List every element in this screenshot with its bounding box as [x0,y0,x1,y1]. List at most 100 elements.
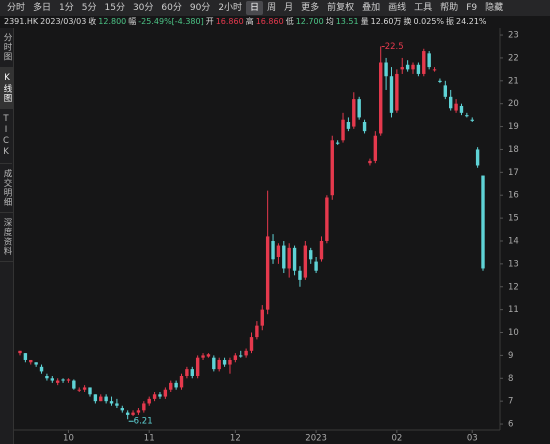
toolbar-button[interactable]: 1分 [59,3,74,13]
quote-turnover-label: 换 [403,17,412,26]
candle-body [34,362,38,365]
toolbar-button[interactable]: 60分 [161,3,182,13]
candle-body [244,350,248,356]
toolbar-button[interactable]: 叠加 [362,3,381,13]
y-tick-label: 14 [508,236,519,246]
candle-body [72,380,76,389]
candle-body [125,412,130,415]
candle-body [265,236,270,310]
candle-body [174,382,178,388]
candle-body [303,245,308,278]
candle-body [368,160,372,164]
sidebar: 分时图 K线图 TICK 成交明细 深度资料 [0,28,14,444]
quote-close-label: 收 [88,17,97,26]
candle-body [352,99,356,127]
y-tick-label: 22 [508,53,519,63]
candle-body [292,247,297,271]
candle-body [384,62,388,77]
candle-body [147,398,151,404]
candle-body [163,389,168,397]
quote-low: 12.700 [295,17,324,26]
candle-body [454,103,458,111]
toolbar-button[interactable]: 隐藏 [485,3,504,13]
side-tab[interactable]: 分时图 [0,28,14,68]
toolbar-button[interactable]: 更多 [301,3,320,13]
quote-change-label: 幅 [128,17,137,26]
candle-body [104,396,108,402]
candle-body [373,135,378,161]
candle-body [465,115,469,117]
candle-body [335,142,340,144]
x-tick-label: 2023 [305,434,327,444]
candle-body [82,387,87,390]
y-tick-label: 9 [508,351,513,361]
candle-body [228,359,232,365]
quote-high-label: 高 [245,17,254,26]
candle-body [395,73,399,111]
toolbar-button[interactable]: 2小时 [218,3,243,13]
candle-body [271,240,275,260]
y-tick-label: 12 [508,282,519,292]
quote-date: 2023/03/03 [40,17,87,26]
side-tab[interactable]: 深度资料 [0,213,14,262]
quote-close: 12.800 [98,17,127,26]
toolbar-button[interactable]: 5分 [81,3,97,13]
quote-turnover: 0.025% [413,17,445,26]
quote-volume-label: 量 [360,17,369,26]
y-tick-label: 19 [508,122,519,132]
quote-avg-label: 均 [325,17,334,26]
x-tick-label: 12 [230,434,241,444]
x-tick-label: 11 [144,434,155,444]
max-annotation: 22.5 [385,42,404,52]
candle-body [190,369,194,376]
candle-body [88,387,92,395]
quote-low-label: 低 [285,17,294,26]
toolbar-button[interactable]: 分时 [7,3,26,13]
quote-symbol: 2391.HK [4,17,39,26]
toolbar-button[interactable]: 工具 [414,3,433,13]
candle-body [481,175,485,269]
candle-body [260,309,264,326]
candle-body [222,359,227,365]
candle-body [325,197,329,241]
toolbar-button[interactable]: 画线 [388,3,407,13]
toolbar-button[interactable]: 日 [246,1,264,15]
toolbar-button[interactable]: 月 [284,3,294,13]
y-tick-label: 23 [508,31,519,41]
toolbar-button[interactable]: 前复权 [327,3,355,13]
toolbar-button[interactable]: 15分 [104,3,125,13]
y-tick-label: 20 [508,99,519,109]
toolbar-button[interactable]: 周 [267,3,277,13]
candle-body [362,121,367,132]
quote-amplitude: 24.21% [456,17,487,26]
candle-body [319,240,324,260]
candle-body [179,375,184,388]
candle-body [169,382,173,390]
candle-body [217,359,221,370]
candle-body [282,245,286,269]
toolbar-button[interactable]: 帮助 [440,3,459,13]
y-tick-label: 8 [508,374,513,384]
toolbar-button[interactable]: F9 [466,3,478,13]
candle-body [23,353,28,360]
toolbar-button[interactable]: 多日 [33,3,52,13]
candle-body [255,325,259,338]
candle-body [55,380,60,383]
side-tab[interactable]: 成交明细 [0,164,14,213]
candle-body [39,366,44,372]
candle-body [448,96,453,109]
candle-body [77,389,81,391]
candle-body [136,410,141,413]
toolbar-button[interactable]: 30分 [132,3,154,13]
quote-bar: 2391.HK 2023/03/03 收 12.800 幅 -25.49%[-4.380]… [0,16,550,28]
toolbar-button[interactable]: 90分 [189,3,211,13]
candle-body [400,67,404,70]
toolbar: 分时 多日 1分 5分 15分 30分 60分 90分 2小时日周月更多 前复权 叠加 画线 工具 帮助 F… [0,0,550,16]
x-tick-label: 03 [467,434,478,444]
side-tab[interactable]: K线图 [0,67,14,109]
side-tab[interactable]: TICK [0,109,12,164]
y-tick-label: 11 [508,305,519,315]
quote-high: 16.860 [255,17,284,26]
